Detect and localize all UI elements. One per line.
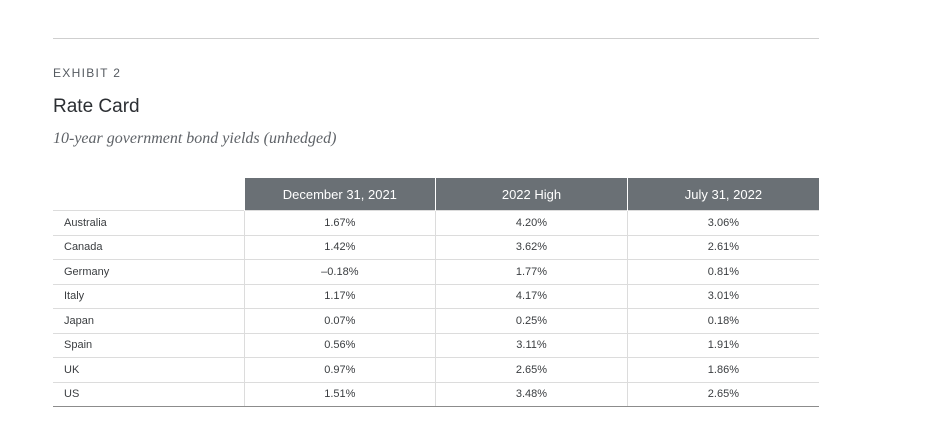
table-header-row: December 31, 2021 2022 High July 31, 202… — [53, 178, 819, 211]
value-cell: 0.25% — [435, 308, 628, 334]
country-cell: Italy — [53, 284, 244, 309]
column-header: December 31, 2021 — [243, 178, 436, 211]
value-cell: 1.42% — [243, 235, 436, 260]
table-row: Japan 0.07% 0.25% 0.18% — [53, 308, 819, 334]
column-header: 2022 High — [435, 178, 628, 211]
value-cell: 3.62% — [435, 235, 628, 260]
top-divider — [53, 38, 819, 39]
value-cell: 3.48% — [435, 382, 628, 407]
value-cell: 1.17% — [243, 284, 436, 309]
value-cell: 4.20% — [435, 210, 628, 236]
table-row: Australia 1.67% 4.20% 3.06% — [53, 210, 819, 236]
header-blank-cell — [53, 178, 244, 211]
value-cell: 2.61% — [626, 235, 819, 260]
table-row: Canada 1.42% 3.62% 2.61% — [53, 235, 819, 260]
value-cell: 3.01% — [626, 284, 819, 309]
value-cell: 0.18% — [626, 308, 819, 334]
rate-table: December 31, 2021 2022 High July 31, 202… — [53, 178, 819, 407]
value-cell: 2.65% — [626, 382, 819, 407]
value-cell: 3.06% — [626, 210, 819, 236]
value-cell: 1.51% — [243, 382, 436, 407]
column-header: July 31, 2022 — [626, 178, 819, 211]
country-cell: UK — [53, 357, 244, 383]
table-row: UK 0.97% 2.65% 1.86% — [53, 357, 819, 383]
country-cell: US — [53, 382, 244, 407]
value-cell: 1.91% — [626, 333, 819, 358]
value-cell: 0.97% — [243, 357, 436, 383]
table-row: US 1.51% 3.48% 2.65% — [53, 382, 819, 407]
value-cell: 3.11% — [435, 333, 628, 358]
table-row: Germany –0.18% 1.77% 0.81% — [53, 259, 819, 285]
value-cell: 0.56% — [243, 333, 436, 358]
page-subtitle: 10-year government bond yields (unhedged… — [53, 130, 337, 147]
country-cell: Australia — [53, 210, 244, 236]
value-cell: –0.18% — [243, 259, 436, 285]
page-title: Rate Card — [53, 96, 140, 117]
country-cell: Japan — [53, 308, 244, 334]
value-cell: 0.07% — [243, 308, 436, 334]
table-row: Italy 1.17% 4.17% 3.01% — [53, 284, 819, 309]
value-cell: 2.65% — [435, 357, 628, 383]
exhibit-label: EXHIBIT 2 — [53, 66, 122, 80]
table-row: Spain 0.56% 3.11% 1.91% — [53, 333, 819, 358]
country-cell: Spain — [53, 333, 244, 358]
value-cell: 1.77% — [435, 259, 628, 285]
value-cell: 4.17% — [435, 284, 628, 309]
country-cell: Germany — [53, 259, 244, 285]
country-cell: Canada — [53, 235, 244, 260]
value-cell: 0.81% — [626, 259, 819, 285]
value-cell: 1.86% — [626, 357, 819, 383]
value-cell: 1.67% — [243, 210, 436, 236]
